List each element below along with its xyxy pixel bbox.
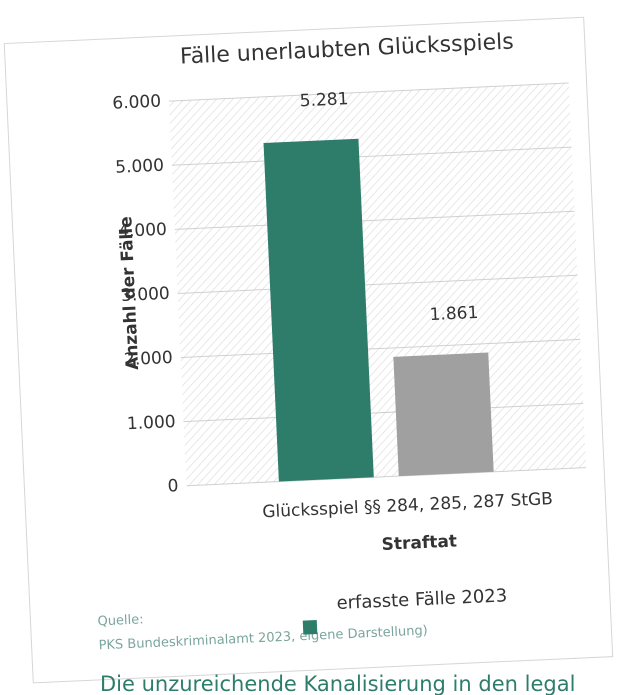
y-tick-label: 3.000 xyxy=(121,284,171,306)
grid-line xyxy=(168,82,569,102)
card: Fälle unerlaubten Glücksspiels Anzahl de… xyxy=(3,16,614,684)
y-tick-label: 4.000 xyxy=(118,220,168,242)
grid-line xyxy=(186,467,587,487)
legend-swatch xyxy=(302,619,318,635)
y-tick-label: 1.000 xyxy=(127,412,177,434)
y-tick-label: 0 xyxy=(167,476,179,496)
source-label: Quelle: xyxy=(97,612,144,629)
grid-line xyxy=(177,274,578,294)
grid-line xyxy=(180,338,581,359)
x-axis-label: Straftat xyxy=(381,532,457,555)
y-tick-label: 5.000 xyxy=(115,156,165,178)
bar xyxy=(263,138,374,482)
y-tick-label: 2.000 xyxy=(124,348,174,370)
caption-below: Die unzureichende Kanalisierung in den l… xyxy=(100,672,575,695)
y-tick-label: 6.000 xyxy=(112,92,162,114)
bar xyxy=(393,352,494,477)
grid-line xyxy=(171,146,572,166)
grid-line xyxy=(183,403,584,423)
value-label: 5.281 xyxy=(299,89,349,111)
grid-line xyxy=(174,210,575,230)
value-label: 1.861 xyxy=(429,303,479,325)
